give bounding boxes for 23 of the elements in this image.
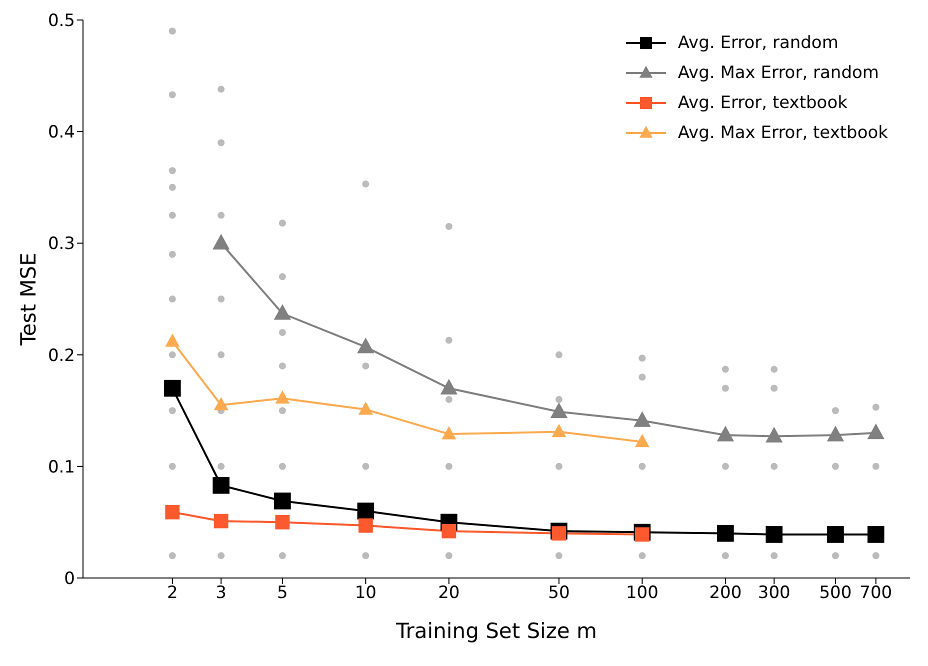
y-tick-label: 0.3 [48,234,75,254]
legend-label: Avg. Error, textbook [678,93,848,113]
y-tick-label: 0.5 [48,11,75,32]
x-tick-label: 700 [860,583,892,604]
y-tick-label: 0 [64,569,75,590]
legend-label: Avg. Max Error, random [678,63,879,83]
legend-label: Avg. Max Error, textbook [678,123,888,143]
x-tick-label: 50 [548,583,570,604]
x-tick-label: 500 [819,583,852,604]
x-tick-label: 200 [709,583,742,604]
y-tick-label: 0.1 [48,457,75,478]
x-tick-label: 3 [216,583,227,604]
y-tick-label: 0.4 [48,122,75,143]
y-axis-title: Test MSE [16,252,40,346]
y-tick-label: 0.2 [48,346,75,366]
x-tick-label: 100 [626,583,658,604]
x-tick-label: 20 [438,583,460,604]
x-axis-title: Training Set Size m [395,619,597,643]
x-tick-label: 300 [758,583,790,604]
legend-label: Avg. Error, random [678,33,838,53]
x-tick-label: 10 [354,583,376,604]
x-tick-label: 2 [166,583,178,604]
x-tick-label: 5 [277,583,288,604]
